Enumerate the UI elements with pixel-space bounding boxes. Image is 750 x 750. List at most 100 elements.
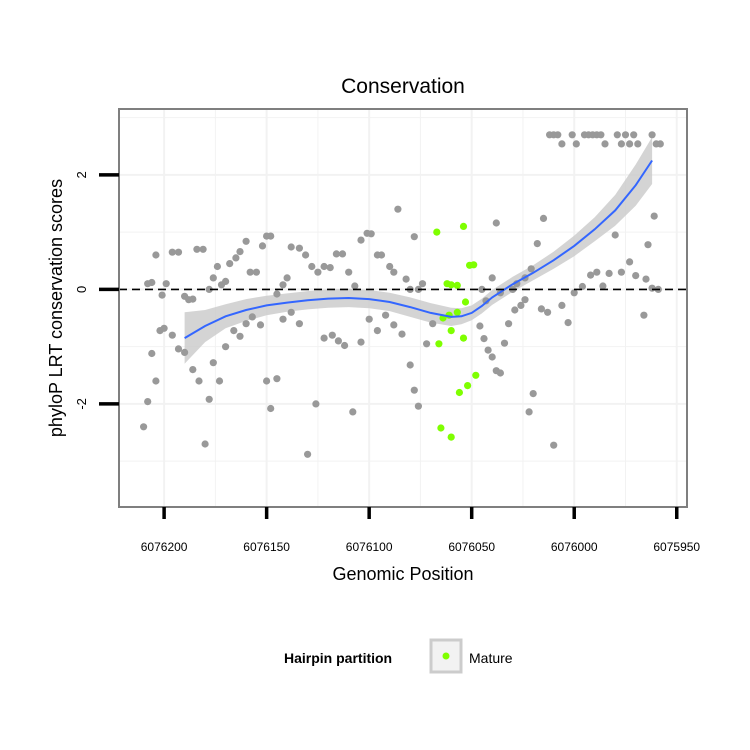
- x-tick-label: 6076150: [243, 540, 290, 554]
- other-point: [605, 269, 613, 277]
- other-point: [357, 338, 365, 346]
- other-point: [312, 400, 320, 408]
- x-tick-label: 6076050: [448, 540, 495, 554]
- other-point: [341, 341, 349, 350]
- other-point: [215, 377, 224, 385]
- other-point: [423, 340, 431, 348]
- other-point: [205, 395, 213, 403]
- other-point: [564, 319, 572, 327]
- other-point: [222, 343, 230, 351]
- other-point: [593, 268, 601, 276]
- mature-point: [447, 281, 455, 289]
- other-point: [308, 262, 316, 271]
- other-point: [626, 140, 634, 148]
- confidence-band-layer: [184, 137, 653, 364]
- legend-title: Hairpin partition: [284, 650, 392, 666]
- other-point: [630, 131, 638, 139]
- other-point: [205, 285, 213, 293]
- confidence-band: [184, 137, 653, 364]
- other-point: [650, 212, 658, 220]
- x-axis-title: Genomic Position: [332, 564, 473, 584]
- mature-point: [455, 388, 463, 397]
- y-tick-label: 0: [74, 286, 89, 293]
- other-point: [236, 248, 244, 256]
- other-point: [302, 251, 310, 259]
- other-point: [632, 272, 640, 280]
- other-point: [222, 277, 230, 285]
- other-point: [181, 348, 189, 356]
- other-point: [174, 248, 183, 256]
- mature-point: [459, 222, 468, 230]
- other-point: [394, 205, 402, 213]
- other-point: [544, 308, 552, 316]
- other-point: [537, 305, 546, 313]
- other-point: [209, 274, 217, 282]
- x-tick-label: 6076100: [346, 540, 393, 554]
- other-point: [273, 375, 281, 383]
- other-point: [539, 214, 548, 222]
- other-point: [406, 361, 414, 369]
- mature-point: [433, 228, 441, 236]
- other-point: [496, 369, 504, 377]
- other-point: [338, 250, 347, 258]
- other-point: [642, 275, 650, 283]
- mature-point: [447, 327, 455, 335]
- other-point: [242, 237, 250, 245]
- mature-point: [461, 298, 470, 306]
- other-point: [644, 241, 652, 249]
- mature-point: [459, 334, 468, 342]
- other-point: [283, 274, 291, 282]
- mature-point: [453, 308, 461, 316]
- other-point: [267, 232, 275, 240]
- other-point: [521, 296, 529, 304]
- mature-point: [464, 382, 472, 390]
- other-point: [478, 285, 486, 293]
- other-point: [626, 258, 634, 266]
- other-point: [236, 332, 244, 340]
- legend-key-mature-point: [442, 652, 450, 660]
- other-point: [287, 243, 295, 251]
- other-point: [345, 268, 353, 276]
- other-point: [382, 311, 390, 319]
- other-point: [377, 251, 386, 259]
- other-point: [168, 331, 176, 339]
- other-point: [189, 366, 197, 374]
- other-point: [367, 230, 375, 238]
- other-point: [332, 250, 340, 258]
- other-point: [476, 322, 484, 330]
- other-point: [295, 320, 303, 328]
- other-point: [517, 301, 525, 309]
- plot-panel: [118, 108, 688, 508]
- other-point: [160, 324, 168, 332]
- other-point: [174, 345, 183, 353]
- other-point: [634, 140, 642, 148]
- other-point: [482, 297, 490, 305]
- other-point: [578, 282, 587, 291]
- other-point: [613, 131, 621, 139]
- other-point: [558, 301, 566, 309]
- other-point: [648, 284, 656, 292]
- x-axis: 6076200 6076150 6076100 6076050 6076000 60759…: [141, 507, 700, 554]
- mature-point: [470, 261, 478, 269]
- other-point: [267, 404, 275, 413]
- other-point: [484, 346, 492, 354]
- other-point: [279, 281, 287, 289]
- other-point: [162, 280, 170, 288]
- y-axis-title: phyloP LRT conservation scores: [46, 179, 66, 437]
- legend-label-mature: Mature: [469, 650, 513, 666]
- other-point: [418, 280, 427, 288]
- other-point: [158, 291, 166, 299]
- mature-point: [472, 371, 480, 379]
- other-point: [488, 353, 496, 361]
- legend: Hairpin partition Mature: [284, 638, 513, 674]
- other-point: [640, 311, 648, 319]
- other-point: [279, 315, 287, 323]
- other-point: [189, 295, 197, 303]
- other-point: [617, 268, 626, 276]
- other-point: [500, 339, 509, 347]
- other-point: [226, 260, 234, 268]
- other-point: [232, 254, 240, 262]
- other-point: [365, 315, 373, 323]
- x-tick-label: 6075950: [653, 540, 700, 554]
- other-point: [304, 450, 312, 458]
